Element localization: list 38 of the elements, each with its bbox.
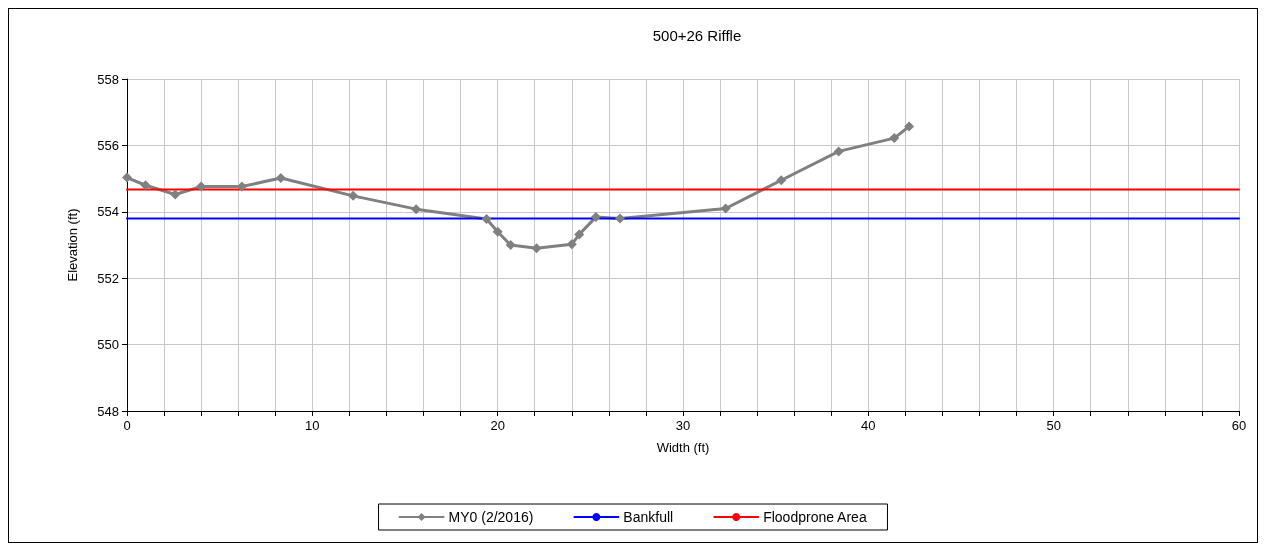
point: [492, 226, 503, 237]
point: [411, 204, 422, 215]
legend-label: MY0 (2/2016): [448, 509, 534, 525]
legend-label: Floodprone Area: [763, 509, 867, 525]
y-tick-label: 548: [97, 403, 119, 419]
point: [590, 212, 601, 223]
point: [720, 203, 731, 214]
x-tick-label: 30: [675, 418, 691, 433]
point: [614, 213, 625, 224]
y-tick-label: 556: [97, 137, 119, 153]
point: [348, 190, 359, 201]
point: [531, 243, 542, 254]
chart-title: 500+26 Riffle: [652, 27, 742, 44]
x-tick-label: 10: [305, 418, 320, 433]
x-tick-label: 60: [1231, 418, 1247, 433]
x-axis-title: Width (ft): [656, 440, 710, 455]
y-tick-label: 558: [97, 71, 119, 87]
y-tick-label: 554: [97, 204, 119, 220]
point: [481, 214, 492, 225]
point: [566, 239, 577, 250]
point: [833, 146, 844, 157]
point: [275, 172, 286, 183]
y-tick-label: 550: [97, 337, 119, 353]
point: [505, 240, 516, 250]
point: [122, 172, 132, 183]
legend-label: Bankfull: [623, 509, 674, 525]
x-tick-label: 20: [490, 418, 505, 433]
point: [170, 189, 181, 200]
point: [889, 133, 900, 144]
x-tick-label: 50: [1046, 418, 1061, 433]
point: [904, 121, 915, 132]
point: [140, 180, 151, 191]
y-tick-label: 552: [97, 270, 119, 286]
x-tick-label: 40: [861, 418, 876, 433]
x-tick-label: 0: [123, 418, 131, 433]
point: [776, 175, 787, 186]
point: [574, 229, 585, 240]
y-axis-title: Elevation (ft): [65, 208, 80, 282]
